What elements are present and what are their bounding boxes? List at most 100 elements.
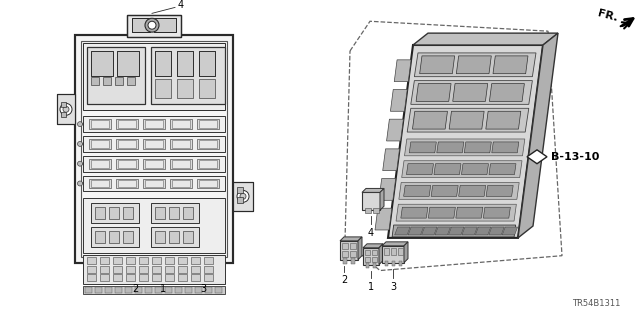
Polygon shape	[489, 227, 504, 235]
Bar	[123, 231, 133, 243]
Bar	[61, 102, 66, 107]
Bar	[165, 266, 174, 272]
Bar	[113, 266, 122, 272]
Polygon shape	[492, 142, 519, 153]
Bar	[83, 43, 225, 110]
Bar	[199, 51, 215, 76]
Bar	[143, 139, 165, 149]
Bar	[350, 243, 356, 249]
Polygon shape	[461, 164, 488, 174]
Bar	[165, 287, 172, 293]
Polygon shape	[416, 84, 451, 101]
Bar	[95, 287, 102, 293]
Bar	[83, 198, 225, 253]
Circle shape	[77, 141, 83, 146]
Bar	[199, 160, 217, 168]
Polygon shape	[396, 204, 516, 221]
Bar	[185, 287, 192, 293]
Bar	[155, 51, 171, 76]
Polygon shape	[489, 164, 516, 174]
Bar	[373, 208, 379, 213]
Polygon shape	[422, 227, 437, 235]
Bar	[127, 15, 181, 37]
Bar	[178, 274, 187, 281]
Bar	[177, 51, 193, 76]
Text: 4: 4	[178, 0, 184, 11]
Bar	[95, 231, 105, 243]
Polygon shape	[404, 185, 431, 197]
Bar	[105, 287, 112, 293]
Bar	[118, 120, 136, 128]
Bar	[117, 51, 139, 76]
Bar	[151, 203, 199, 223]
Bar	[169, 207, 179, 219]
Bar	[116, 119, 138, 129]
Bar	[100, 274, 109, 281]
Bar	[237, 197, 243, 203]
Polygon shape	[394, 60, 411, 82]
Bar	[195, 287, 202, 293]
Bar	[215, 287, 222, 293]
Polygon shape	[408, 227, 424, 235]
Bar	[351, 258, 355, 263]
Bar	[89, 179, 111, 189]
Polygon shape	[383, 149, 399, 171]
Polygon shape	[392, 225, 516, 237]
Bar	[197, 139, 219, 149]
Bar	[57, 94, 75, 124]
Polygon shape	[493, 56, 528, 74]
Bar	[398, 248, 403, 255]
Bar	[139, 274, 148, 281]
Bar	[365, 208, 371, 213]
Text: 4: 4	[368, 228, 374, 238]
Bar	[103, 77, 111, 85]
Polygon shape	[436, 142, 464, 153]
Bar	[155, 231, 165, 243]
Bar	[61, 112, 66, 117]
Bar	[385, 261, 388, 266]
Polygon shape	[362, 189, 384, 192]
Bar	[89, 119, 111, 129]
Circle shape	[148, 21, 156, 29]
Bar	[85, 287, 92, 293]
Bar	[170, 139, 192, 149]
Bar	[191, 257, 200, 263]
Polygon shape	[407, 108, 529, 132]
Bar	[87, 47, 145, 104]
Bar	[83, 136, 225, 152]
Polygon shape	[404, 242, 408, 263]
Polygon shape	[358, 237, 362, 260]
Polygon shape	[411, 81, 532, 104]
Bar	[143, 159, 165, 169]
Circle shape	[77, 181, 83, 186]
Bar	[91, 227, 139, 247]
Polygon shape	[434, 164, 461, 174]
Bar	[139, 266, 148, 272]
Polygon shape	[483, 207, 510, 218]
Bar	[399, 261, 402, 266]
Bar	[117, 51, 139, 76]
Bar	[118, 140, 136, 148]
Bar	[183, 231, 193, 243]
Polygon shape	[401, 207, 428, 218]
Circle shape	[77, 122, 83, 127]
Bar	[126, 274, 135, 281]
Polygon shape	[435, 227, 451, 235]
Bar	[87, 266, 96, 272]
Polygon shape	[379, 179, 396, 200]
Bar	[145, 120, 163, 128]
Bar	[373, 263, 376, 268]
Text: TR54B1311: TR54B1311	[572, 299, 620, 308]
Bar	[191, 266, 200, 272]
Polygon shape	[459, 185, 486, 197]
Polygon shape	[410, 142, 436, 153]
Bar	[91, 160, 109, 168]
Polygon shape	[363, 244, 383, 248]
Text: 2: 2	[132, 284, 138, 294]
Bar	[87, 274, 96, 281]
Circle shape	[60, 103, 72, 115]
Bar	[116, 159, 138, 169]
Bar	[95, 207, 105, 219]
Polygon shape	[420, 56, 454, 74]
Bar	[113, 274, 122, 281]
